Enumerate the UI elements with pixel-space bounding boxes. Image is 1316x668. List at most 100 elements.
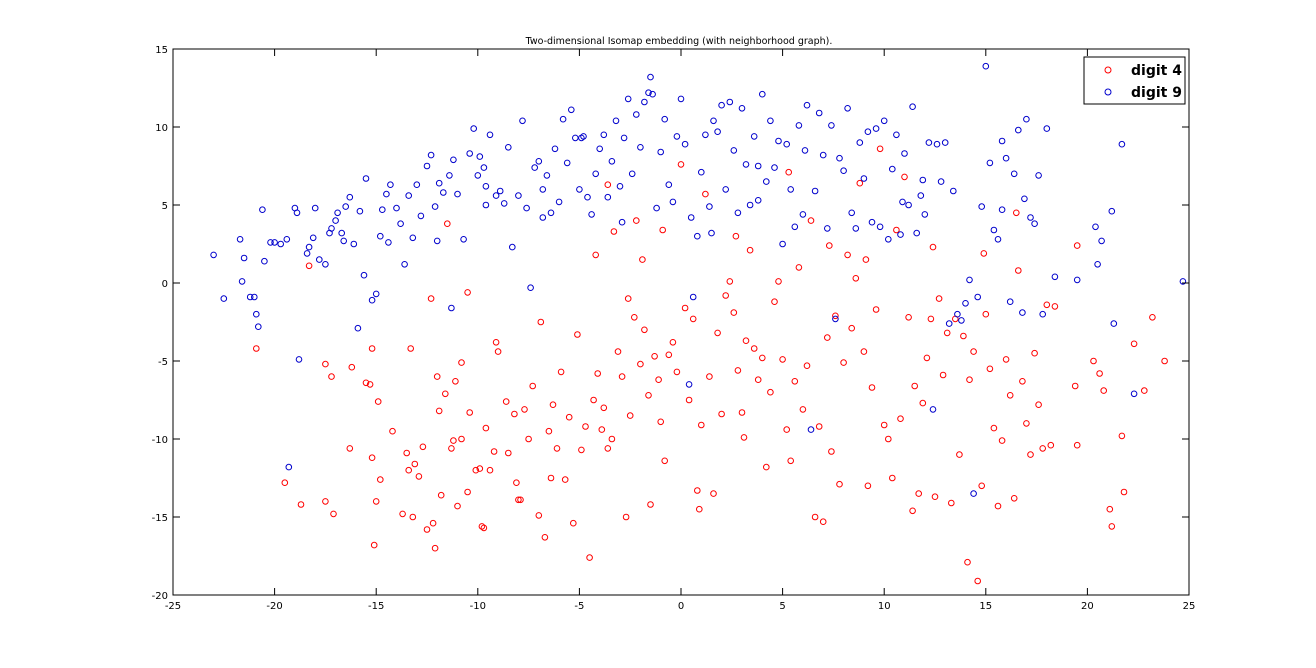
data-point [622,513,630,521]
data-point [383,190,390,198]
data-point [576,186,583,193]
chart-title: Two-dimensional Isomap embedding (with n… [525,36,833,47]
data-point [297,501,305,508]
data-point [505,449,512,457]
data-point [604,193,612,201]
data-point [626,412,634,419]
data-point [549,401,557,409]
data-point [913,229,921,237]
data-point [677,95,685,103]
data-point [933,140,941,148]
data-point [482,183,490,190]
data-point [1161,357,1168,365]
data-point [598,426,606,433]
data-point [628,170,636,178]
data-point [689,293,697,301]
data-point [840,359,847,366]
data-point [795,264,803,271]
data-point [1130,390,1138,398]
data-point [600,404,608,412]
data-point [966,276,973,284]
data-point [885,236,892,243]
data-point [236,236,244,243]
data-point [738,105,746,112]
data-point [238,278,246,285]
data-point [415,473,423,480]
data-point [348,363,356,371]
data-point [618,373,626,380]
data-point [1096,370,1103,377]
data-point [1098,237,1105,245]
data-point [657,148,665,156]
data-point [240,254,248,262]
data-point [559,115,567,123]
data-point [586,554,593,561]
data-point [1006,298,1014,306]
data-point [496,187,504,195]
data-point [1073,441,1081,449]
data-point [1010,170,1018,178]
data-point [608,158,616,165]
data-point [673,133,681,140]
data-point [1094,261,1101,268]
data-point [448,304,455,312]
data-point [476,153,484,160]
data-point [1108,523,1116,530]
data-point [905,201,912,209]
data-point [523,204,530,212]
data-point [565,413,573,421]
y-tick-label: -15 [152,513,168,524]
data-point [409,513,417,521]
data-point [787,457,795,465]
data-point [832,312,839,320]
data-point [452,378,459,385]
data-point [525,435,532,443]
data-point [389,427,396,435]
data-point [872,306,880,313]
data-point [698,168,705,176]
data-point [681,140,689,148]
legend-label-digit-9: digit 9 [1131,85,1182,101]
data-point [852,275,860,282]
data-point [998,137,1006,145]
data-point [956,451,963,458]
data-point [844,251,851,259]
data-point [661,115,669,123]
x-tick-label: 0 [678,601,684,612]
legend-box [1083,56,1186,105]
series-digit-4 [252,145,1168,585]
y-tick-label: -20 [152,591,168,602]
data-point [252,310,260,318]
data-point [515,496,522,504]
data-point [669,198,677,206]
data-point [759,90,766,98]
data-point [486,131,494,139]
data-point [702,131,709,139]
legend-label-digit-4: digit 4 [1131,63,1182,79]
data-point [350,240,358,248]
data-point [466,409,474,416]
data-point [889,165,896,173]
data-point [1108,207,1116,215]
data-point [763,178,770,185]
data-point [893,131,900,139]
data-point [427,295,435,302]
data-point [543,172,551,179]
data-point [433,237,441,245]
data-point [708,229,715,237]
data-point [423,162,431,170]
data-point [283,236,291,243]
data-point [779,240,786,248]
x-tick-label: 15 [979,601,992,612]
data-point [620,134,628,142]
data-point [1141,387,1148,394]
data-point [547,209,555,217]
data-point [775,137,782,145]
data-point [856,139,864,146]
data-point [927,315,935,323]
data-point [521,406,528,413]
data-point [746,246,754,254]
data-point [722,292,730,299]
data-point [539,214,547,221]
